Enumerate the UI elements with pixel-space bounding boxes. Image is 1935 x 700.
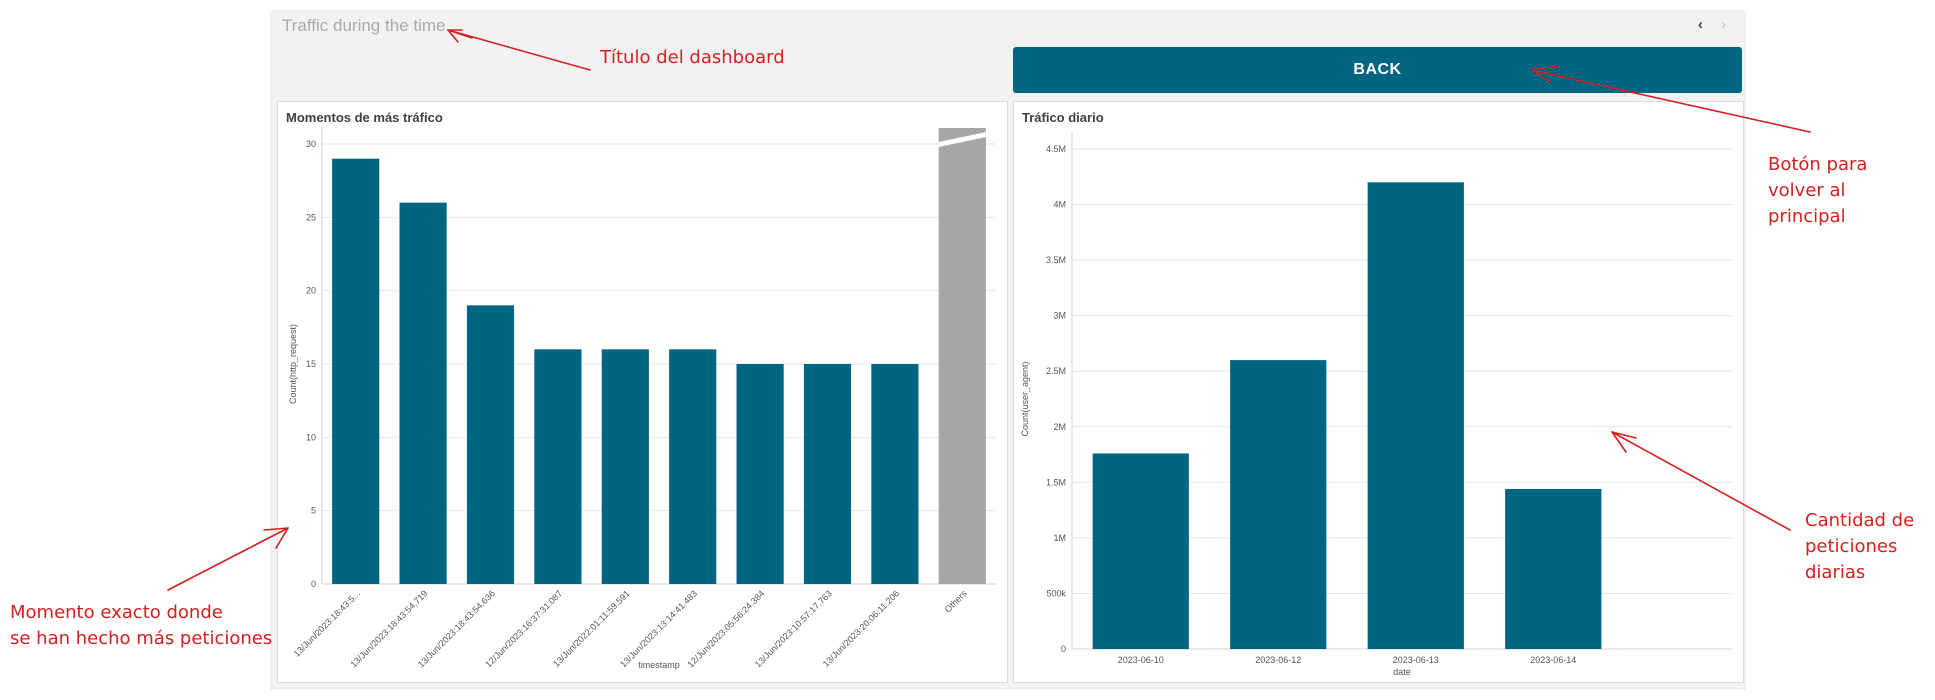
y-tick-label: 20 bbox=[306, 286, 316, 296]
chart-title-daily-traffic: Tráfico diario bbox=[1022, 110, 1104, 125]
x-axis-title: timestamp bbox=[638, 660, 680, 670]
x-tick-label: Others bbox=[943, 588, 970, 615]
chevron-right-icon[interactable]: › bbox=[1721, 16, 1726, 33]
y-tick-label: 3.5M bbox=[1046, 255, 1066, 265]
y-tick-label: 4.5M bbox=[1046, 144, 1066, 154]
chart-title-top-moments: Momentos de más tráfico bbox=[286, 110, 443, 125]
y-tick-label: 10 bbox=[306, 432, 316, 442]
x-tick-label: 13/Jun/2023:18:43:54.636 bbox=[416, 588, 497, 669]
y-tick-label: 0 bbox=[1061, 644, 1066, 654]
y-tick-label: 25 bbox=[306, 212, 316, 222]
bar[interactable] bbox=[1505, 489, 1602, 649]
bar[interactable] bbox=[1367, 182, 1464, 649]
y-tick-label: 15 bbox=[306, 359, 316, 369]
bar[interactable] bbox=[399, 202, 447, 584]
dashboard-sheet: Traffic during the time ‹ › BACK Momento… bbox=[270, 10, 1746, 690]
y-tick-label: 500k bbox=[1046, 588, 1066, 598]
chart-panel-daily-traffic[interactable]: Tráfico diario 0 500k 1M 1.5M 2M 2.5M 3M 3.5M 4M… bbox=[1013, 101, 1744, 683]
y-tick-label: 1M bbox=[1053, 533, 1066, 543]
x-tick-label: 13/Jun/2023:13:14:41.483 bbox=[618, 588, 699, 669]
x-tick-label: 12/Jun/2023:16:37:31.087 bbox=[483, 588, 564, 669]
y-axis-title: Count(user_agent) bbox=[1020, 361, 1030, 436]
x-tick-label: 13/Jun/2023:18:43:5... bbox=[292, 588, 362, 658]
x-tick-label: 13/Jun/2023:20:06:11.206 bbox=[821, 588, 902, 669]
bar[interactable] bbox=[736, 364, 784, 584]
bar[interactable] bbox=[466, 305, 515, 584]
bar[interactable] bbox=[534, 349, 582, 584]
bar[interactable] bbox=[938, 128, 986, 584]
bar-chart-daily-traffic[interactable]: 0 500k 1M 1.5M 2M 2.5M 3M 3.5M 4M 4.5M 2023-06-10 2… bbox=[1014, 102, 1743, 682]
bar[interactable] bbox=[669, 349, 717, 584]
bar-chart-top-moments[interactable]: 05101520253013/Jun/2023:18:43:5...13/Jun… bbox=[278, 102, 1007, 682]
x-tick-label: 12/Jun/2023:05:56:24.384 bbox=[685, 588, 766, 669]
bar[interactable] bbox=[601, 349, 649, 584]
y-tick-label: 4M bbox=[1053, 200, 1066, 210]
bar[interactable] bbox=[332, 158, 380, 584]
bar[interactable] bbox=[871, 364, 919, 584]
x-tick-label: 2023-06-13 bbox=[1393, 655, 1439, 665]
y-tick-label: 5 bbox=[311, 506, 316, 516]
x-axis-title: date bbox=[1393, 667, 1411, 677]
x-tick-label: 2023-06-14 bbox=[1530, 655, 1576, 665]
bar[interactable] bbox=[803, 364, 852, 584]
back-button[interactable]: BACK bbox=[1013, 47, 1742, 93]
y-tick-label: 2M bbox=[1053, 422, 1066, 432]
x-tick-label: 2023-06-10 bbox=[1118, 655, 1164, 665]
y-tick-label: 1.5M bbox=[1046, 477, 1066, 487]
annotation-moment-note: Momento exacto donde se han hecho más pe… bbox=[10, 602, 273, 649]
y-axis-title: Count(http_request) bbox=[288, 324, 298, 404]
x-tick-label: 2023-06-12 bbox=[1255, 655, 1301, 665]
x-tick-label: 13/Jun/2023:10:57:17.763 bbox=[753, 588, 834, 669]
annotation-title-note: Título del dashboard bbox=[600, 47, 785, 68]
chevron-left-icon[interactable]: ‹ bbox=[1697, 16, 1703, 33]
y-tick-label: 2.5M bbox=[1046, 366, 1066, 376]
y-tick-label: 30 bbox=[306, 139, 316, 149]
x-tick-label: 13/Jun/2023:18:43:54.719 bbox=[348, 588, 429, 669]
y-tick-label: 0 bbox=[311, 579, 316, 589]
axis-break-mark bbox=[938, 132, 986, 147]
sheet-navigation: ‹ › bbox=[1684, 16, 1726, 33]
annotation-daily-note: Cantidad de peticiones diarias bbox=[1805, 510, 1915, 583]
annotation-back-note: Botón para volver al principal bbox=[1768, 154, 1868, 227]
y-tick-label: 3M bbox=[1053, 311, 1066, 321]
bar[interactable] bbox=[1230, 360, 1327, 649]
bar[interactable] bbox=[1092, 453, 1189, 649]
x-tick-label: 13/Jun/2022:01:11:59.591 bbox=[551, 588, 632, 669]
dashboard-title: Traffic during the time bbox=[282, 16, 446, 35]
chart-panel-top-moments[interactable]: Momentos de más tráfico 0 5 10 15 20 25 30 13/J… bbox=[277, 101, 1008, 683]
